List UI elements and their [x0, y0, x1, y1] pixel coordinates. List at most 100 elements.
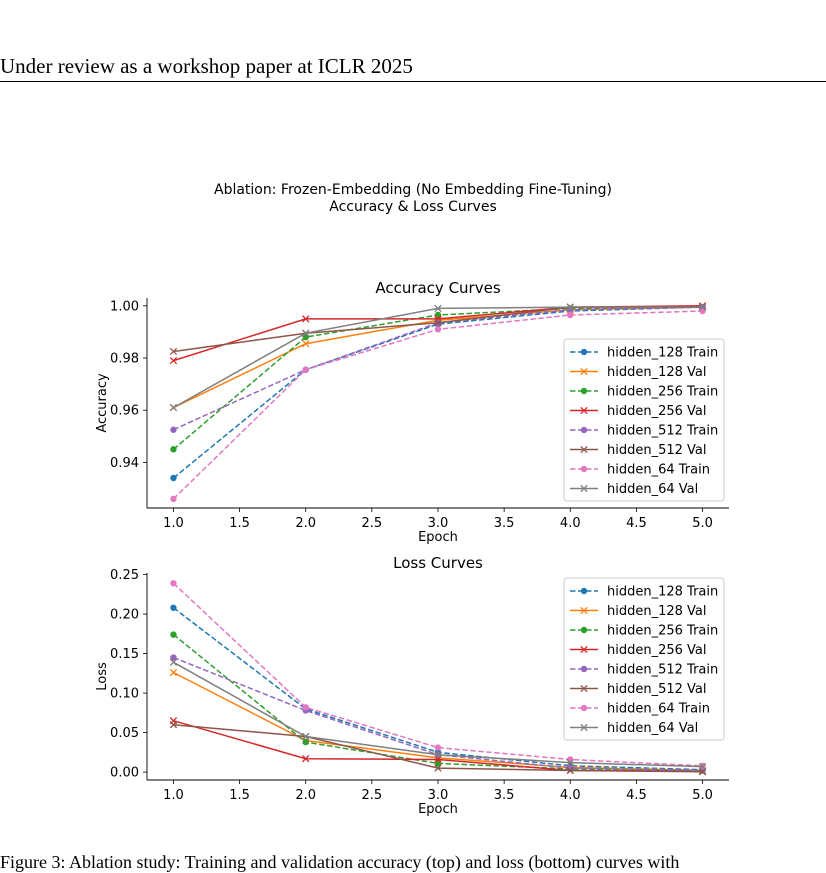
x-tick-label: 5.0	[692, 516, 713, 531]
x-tick-label: 1.5	[229, 516, 250, 531]
data-point	[169, 668, 178, 677]
data-point	[169, 658, 178, 666]
x-tick-label: 3.0	[428, 788, 449, 803]
legend-frame	[563, 338, 725, 502]
legend-label: hidden_256 Train	[607, 385, 718, 400]
figure-caption: Figure 3: Ablation study: Training and v…	[0, 852, 680, 872]
y-tick-label: 1.00	[110, 299, 139, 314]
data-point	[169, 403, 178, 412]
legend-swatch-marker	[580, 606, 588, 615]
data-point	[302, 732, 310, 741]
figure-suptitle-line2: Accuracy & Loss Curves	[329, 199, 497, 215]
y-tick-label: 0.00	[110, 766, 139, 781]
legend-swatch-marker	[580, 426, 588, 434]
data-point	[302, 366, 309, 373]
data-point	[566, 766, 574, 775]
legend: hidden_128 Train hidden_128 Val hidden_256…	[563, 577, 725, 741]
x-tick-label: 5.0	[692, 788, 713, 803]
legend-label: hidden_64 Train	[607, 463, 710, 478]
data-point	[170, 426, 177, 433]
y-axis-label: Loss	[95, 662, 110, 691]
legend-swatch-marker	[580, 704, 588, 712]
y-tick-label: 0.15	[110, 647, 139, 662]
x-tick-label: 3.5	[494, 516, 515, 531]
data-point	[434, 304, 442, 313]
x-tick-label: 2.5	[362, 788, 383, 803]
data-point	[302, 738, 309, 746]
data-point	[170, 604, 177, 611]
data-point	[434, 744, 442, 751]
legend-label: hidden_64 Train	[607, 702, 710, 717]
y-axis-label: Accuracy	[95, 373, 110, 433]
legend-label: hidden_64 Val	[607, 482, 698, 497]
data-point	[434, 764, 442, 772]
y-tick-label: 0.25	[110, 568, 139, 583]
figure-suptitle-line1: Ablation: Frozen-Embedding (No Embedding…	[214, 182, 612, 198]
data-point	[567, 311, 574, 319]
x-tick-label: 1.0	[163, 788, 184, 803]
legend-frame	[563, 577, 725, 741]
legend-swatch-marker	[580, 665, 588, 673]
legend-label: hidden_128 Val	[607, 365, 707, 380]
legend-label: hidden_128 Train	[607, 585, 718, 600]
data-point	[170, 654, 177, 661]
legend-swatch-marker	[580, 723, 588, 732]
data-point	[302, 329, 310, 337]
y-tick-label: 0.98	[110, 352, 139, 367]
legend-label: hidden_256 Train	[607, 624, 718, 639]
data-point	[567, 756, 574, 763]
data-point	[566, 758, 574, 767]
series-line	[172, 582, 703, 767]
legend-swatch-marker	[580, 484, 588, 493]
x-tick-label: 4.0	[560, 516, 581, 531]
data-point	[170, 446, 177, 453]
data-point	[169, 347, 178, 356]
x-axis-label: Epoch	[418, 530, 458, 545]
legend-swatch-marker	[580, 387, 588, 395]
x-tick-label: 2.0	[295, 788, 316, 803]
page-header: Under review as a workshop paper at ICLR…	[0, 54, 413, 78]
legend-swatch-marker	[580, 445, 588, 454]
legend-swatch-marker	[580, 465, 588, 473]
legend-label: hidden_512 Train	[607, 663, 718, 678]
data-point	[302, 704, 309, 711]
header-rule	[0, 81, 826, 82]
x-axis-label: Epoch	[418, 802, 458, 817]
series-hidden_64-val	[169, 658, 707, 771]
data-point	[169, 356, 178, 365]
data-point	[302, 315, 310, 323]
chart-accuracy: 1.0 1.5 2.0 2.5 3.0 3.5 4.0 4.5 5.0 0.94 0.96 0.98 1…	[95, 279, 729, 545]
data-point	[169, 721, 178, 729]
legend-swatch-marker	[580, 626, 588, 634]
legend-label: hidden_512 Train	[607, 424, 718, 439]
data-point	[566, 303, 574, 311]
x-tick-label: 4.5	[626, 788, 647, 803]
y-tick-label: 0.05	[110, 726, 139, 741]
legend-label: hidden_128 Val	[607, 604, 707, 619]
data-point	[170, 631, 177, 638]
data-point	[434, 319, 442, 327]
x-tick-label: 3.5	[494, 788, 515, 803]
series-hidden_64-val	[169, 303, 707, 412]
legend-label: hidden_128 Train	[607, 346, 718, 361]
x-tick-label: 4.5	[626, 516, 647, 531]
x-tick-label: 2.5	[362, 516, 383, 531]
data-point	[434, 326, 442, 333]
legend-swatch-marker	[580, 684, 588, 693]
data-point	[302, 339, 310, 348]
legend-swatch-marker	[580, 367, 588, 376]
legend-label: hidden_256 Val	[607, 643, 707, 658]
data-point	[698, 762, 707, 771]
chart-title: Accuracy Curves	[375, 279, 501, 297]
y-tick-label: 0.20	[110, 608, 139, 623]
legend-label: hidden_64 Val	[607, 721, 698, 736]
chart-title: Loss Curves	[393, 554, 483, 572]
y-tick-label: 0.96	[110, 404, 139, 419]
legend-label: hidden_512 Val	[607, 443, 707, 458]
data-point	[302, 755, 310, 763]
legend-label: hidden_256 Val	[607, 404, 707, 419]
series-line	[173, 306, 703, 431]
chart-loss: 1.0 1.5 2.0 2.5 3.0 3.5 4.0 4.5 5.0 0.00 0.05 0.10 0…	[95, 554, 729, 817]
data-point	[698, 303, 707, 311]
legend-label: hidden_512 Val	[607, 682, 707, 697]
